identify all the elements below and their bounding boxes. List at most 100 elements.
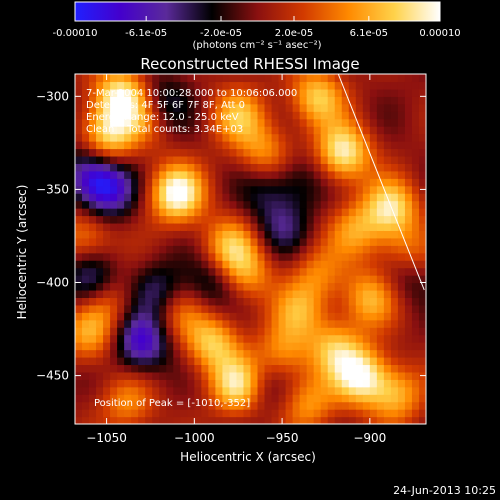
heatmap-cell xyxy=(348,170,357,179)
heatmap-cell xyxy=(215,356,224,366)
heatmap-cell xyxy=(208,118,216,127)
heatmap-cell xyxy=(369,275,378,284)
heatmap-cell xyxy=(82,185,90,194)
heatmap-cell xyxy=(229,200,238,209)
heatmap-cell xyxy=(159,133,167,142)
heatmap-cell xyxy=(124,260,132,269)
heatmap-cell xyxy=(320,170,329,179)
heatmap-cell xyxy=(313,282,322,291)
heatmap-cell xyxy=(82,327,90,336)
heatmap-cell xyxy=(117,267,125,276)
heatmap-cell xyxy=(173,312,181,321)
heatmap-cell xyxy=(348,96,357,105)
heatmap-cell xyxy=(180,200,188,209)
heatmap-cell xyxy=(376,178,385,187)
heatmap-cell xyxy=(103,126,111,135)
heatmap-cell xyxy=(131,386,139,395)
heatmap-cell xyxy=(201,371,209,380)
heatmap-cell xyxy=(236,118,245,127)
heatmap-cell xyxy=(89,356,97,366)
heatmap-cell xyxy=(271,319,280,328)
heatmap-cell xyxy=(383,141,392,150)
heatmap-cell xyxy=(229,178,238,187)
heatmap-cell xyxy=(166,118,174,127)
heatmap-cell xyxy=(257,185,266,194)
heatmap-cell xyxy=(418,409,426,418)
heatmap-cell xyxy=(411,96,420,105)
heatmap-cell xyxy=(327,170,336,179)
heatmap-cell xyxy=(124,371,132,380)
heatmap-cell xyxy=(334,342,343,351)
heatmap-cell xyxy=(369,81,378,90)
heatmap-cell xyxy=(285,319,294,328)
heatmap-cell xyxy=(411,327,420,336)
heatmap-cell xyxy=(390,275,399,284)
heatmap-cell xyxy=(390,334,399,343)
heatmap-cell xyxy=(82,230,90,239)
heatmap-cell xyxy=(418,379,426,388)
heatmap-cell xyxy=(222,409,231,418)
heatmap-cell xyxy=(243,230,252,239)
heatmap-cell xyxy=(292,111,301,120)
heatmap-cell xyxy=(292,74,301,83)
heatmap-cell xyxy=(362,200,371,209)
heatmap-cell xyxy=(418,297,426,306)
heatmap-cell xyxy=(117,371,125,380)
heatmap-cell xyxy=(173,215,181,224)
heatmap-cell xyxy=(187,178,195,187)
heatmap-cell xyxy=(75,178,83,187)
heatmap-cell xyxy=(96,267,104,276)
heatmap-cell xyxy=(411,297,420,306)
heatmap-cell xyxy=(89,81,97,90)
heatmap-cell xyxy=(257,208,266,217)
heatmap-cell xyxy=(362,297,371,306)
heatmap-cell xyxy=(313,148,322,157)
heatmap-cell xyxy=(75,289,83,299)
heatmap-cell xyxy=(152,327,160,336)
heatmap-cell xyxy=(243,267,252,276)
heatmap-cell xyxy=(187,208,195,217)
heatmap-cell xyxy=(306,319,315,328)
heatmap-cell xyxy=(208,163,216,172)
heatmap-cell xyxy=(334,185,343,194)
heatmap-cell xyxy=(292,342,301,351)
heatmap-cell xyxy=(103,342,111,351)
heatmap-cell xyxy=(390,126,399,135)
heatmap-cell xyxy=(166,215,174,224)
heatmap-cell xyxy=(376,312,385,321)
heatmap-cell xyxy=(383,379,392,388)
heatmap-cell xyxy=(82,178,90,187)
heatmap-cell xyxy=(397,252,406,261)
heatmap-cell xyxy=(334,178,343,187)
heatmap-cell xyxy=(411,386,420,395)
heatmap-cell xyxy=(152,96,160,105)
heatmap-cell xyxy=(285,118,294,127)
heatmap-cell xyxy=(229,386,238,395)
heatmap-cell xyxy=(404,178,413,187)
heatmap-cell xyxy=(75,282,83,291)
heatmap-cell xyxy=(75,230,83,239)
heatmap-cell xyxy=(236,170,245,179)
heatmap-cell xyxy=(117,289,125,299)
heatmap-cell xyxy=(278,334,287,343)
heatmap-cell xyxy=(173,349,181,358)
heatmap-cell xyxy=(96,334,104,343)
heatmap-cell xyxy=(124,282,132,291)
heatmap-cell xyxy=(222,155,231,164)
heatmap-cell xyxy=(390,155,399,164)
heatmap-cell xyxy=(376,394,385,403)
heatmap-cell xyxy=(236,334,245,343)
heatmap-cell xyxy=(229,96,238,105)
heatmap-cell xyxy=(341,349,350,358)
heatmap-cell xyxy=(152,245,160,254)
heatmap-cell xyxy=(243,237,252,246)
heatmap-cell xyxy=(75,237,83,246)
heatmap-cell xyxy=(411,118,420,127)
heatmap-cell xyxy=(299,126,308,135)
heatmap-cell xyxy=(75,401,83,410)
heatmap-cell xyxy=(397,193,406,202)
heatmap-cell xyxy=(229,163,238,172)
heatmap-cell xyxy=(166,275,174,284)
heatmap-cell xyxy=(362,215,371,224)
heatmap-cell xyxy=(292,103,301,112)
